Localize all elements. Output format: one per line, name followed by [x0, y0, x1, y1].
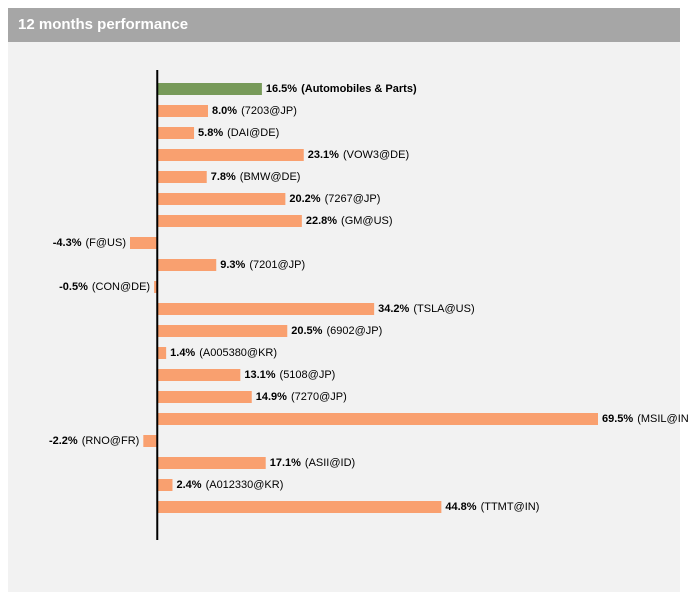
category-label: (BMW@DE)	[240, 171, 301, 183]
category-label: (A012330@KR)	[206, 479, 284, 491]
value-label: 22.8%	[306, 215, 337, 227]
bar	[157, 127, 195, 139]
bar	[157, 83, 262, 95]
value-label: 1.4%	[170, 347, 195, 359]
bar	[143, 435, 158, 447]
bar	[154, 281, 158, 293]
data-label: 13.1% (5108@JP)	[244, 369, 335, 381]
data-label: -4.3% (F@US)	[53, 237, 126, 249]
data-label: 20.2% (7267@JP)	[289, 193, 380, 205]
value-label: -2.2%	[49, 435, 78, 447]
data-label: 9.3% (7201@JP)	[220, 259, 305, 271]
category-label: (7201@JP)	[249, 259, 305, 271]
category-label: (CON@DE)	[92, 281, 150, 293]
value-label: 9.3%	[220, 259, 245, 271]
bar	[157, 149, 304, 161]
category-label: (RNO@FR)	[82, 435, 140, 447]
bar	[157, 193, 286, 205]
category-label: (Automobiles & Parts)	[301, 83, 417, 95]
bar	[157, 347, 167, 359]
value-label: 23.1%	[308, 149, 339, 161]
category-label: (GM@US)	[341, 215, 393, 227]
data-label: 23.1% (VOW3@DE)	[308, 149, 409, 161]
data-label: 2.4% (A012330@KR)	[176, 479, 283, 491]
data-label: 1.4% (A005380@KR)	[170, 347, 277, 359]
value-label: 7.8%	[211, 171, 236, 183]
bar	[157, 325, 288, 337]
category-label: (MSIL@IN)	[637, 413, 688, 425]
value-label: 17.1%	[270, 457, 301, 469]
bar	[157, 215, 302, 227]
value-label: 44.8%	[445, 501, 476, 513]
data-label: 17.1% (ASII@ID)	[270, 457, 355, 469]
category-label: (TSLA@US)	[413, 303, 474, 315]
category-label: (F@US)	[86, 237, 127, 249]
category-label: (DAI@DE)	[227, 127, 279, 139]
data-label: -2.2% (RNO@FR)	[49, 435, 139, 447]
data-label: 14.9% (7270@JP)	[256, 391, 347, 403]
data-label: -0.5% (CON@DE)	[59, 281, 150, 293]
category-label: (ASII@ID)	[305, 457, 355, 469]
category-label: (7267@JP)	[325, 193, 381, 205]
bar	[157, 259, 217, 271]
bar	[157, 501, 442, 513]
category-label: (7270@JP)	[291, 391, 347, 403]
value-label: -0.5%	[59, 281, 88, 293]
bar	[130, 237, 158, 249]
category-label: (A005380@KR)	[199, 347, 277, 359]
bar	[157, 303, 375, 315]
value-label: 20.2%	[289, 193, 320, 205]
category-label: (6902@JP)	[326, 325, 382, 337]
value-label: 16.5%	[266, 83, 297, 95]
value-label: 13.1%	[244, 369, 275, 381]
value-label: 20.5%	[291, 325, 322, 337]
data-label: 20.5% (6902@JP)	[291, 325, 382, 337]
value-label: 5.8%	[198, 127, 223, 139]
category-label: (5108@JP)	[280, 369, 336, 381]
bar	[157, 391, 252, 403]
data-label: 8.0% (7203@JP)	[212, 105, 297, 117]
value-label: 69.5%	[602, 413, 633, 425]
bar	[157, 457, 266, 469]
header	[8, 8, 680, 42]
category-label: (7203@JP)	[241, 105, 297, 117]
data-label: 44.8% (TTMT@IN)	[445, 501, 539, 513]
bar	[157, 413, 598, 425]
category-label: (VOW3@DE)	[343, 149, 409, 161]
category-label: (TTMT@IN)	[481, 501, 540, 513]
data-label: 16.5% (Automobiles & Parts)	[266, 83, 417, 95]
data-label: 34.2% (TSLA@US)	[378, 303, 475, 315]
value-label: 2.4%	[176, 479, 201, 491]
bar	[157, 105, 208, 117]
bar	[157, 479, 173, 491]
bar	[157, 171, 207, 183]
data-label: 22.8% (GM@US)	[306, 215, 393, 227]
value-label: 8.0%	[212, 105, 237, 117]
data-label: 5.8% (DAI@DE)	[198, 127, 279, 139]
value-label: -4.3%	[53, 237, 82, 249]
data-label: 69.5% (MSIL@IN)	[602, 413, 688, 425]
data-label: 7.8% (BMW@DE)	[211, 171, 301, 183]
panel	[8, 42, 680, 592]
chart-title: 12 months performance	[18, 16, 188, 33]
bar	[157, 369, 241, 381]
value-label: 34.2%	[378, 303, 409, 315]
value-label: 14.9%	[256, 391, 287, 403]
